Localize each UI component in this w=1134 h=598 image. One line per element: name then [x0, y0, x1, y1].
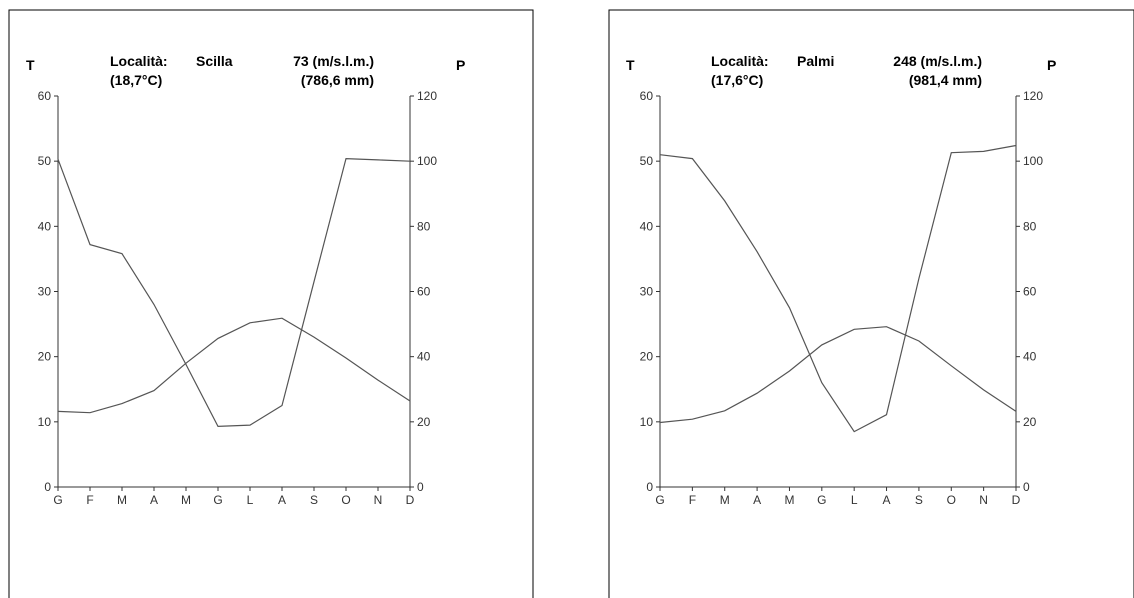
precipitation-series-line	[659, 144, 1017, 433]
right-tick-label: 20	[1023, 415, 1037, 429]
month-label: S	[310, 493, 318, 507]
month-label: A	[150, 493, 158, 507]
chart-frame	[8, 9, 534, 598]
total-precipitation-label: (981,4 mm)	[909, 72, 982, 88]
month-label: A	[278, 493, 286, 507]
right-tick-label: 60	[417, 285, 431, 299]
right-tick-label: 80	[1023, 219, 1037, 233]
left-tick-label: 20	[640, 350, 654, 364]
left-tick-label: 50	[38, 154, 52, 168]
month-label: M	[720, 493, 730, 507]
precipitation-series-line	[57, 157, 411, 428]
month-label: O	[947, 493, 956, 507]
altitude-label: 248 (m/s.l.m.)	[893, 53, 982, 69]
right-tick-label: 80	[417, 219, 431, 233]
right-tick-label: 0	[417, 480, 424, 494]
month-label: N	[374, 493, 383, 507]
month-label: N	[979, 493, 988, 507]
month-label: A	[883, 493, 891, 507]
mean-temperature-label: (18,7°C)	[110, 72, 162, 88]
month-label: G	[817, 493, 826, 507]
temperature-series-line	[659, 326, 1017, 424]
right-tick-label: 60	[1023, 285, 1037, 299]
month-label: M	[181, 493, 191, 507]
month-label: M	[117, 493, 127, 507]
right-tick-label: 0	[1023, 480, 1030, 494]
month-label: G	[53, 493, 62, 507]
right-tick-label: 20	[417, 415, 431, 429]
right-tick-label: 120	[417, 89, 437, 103]
right-tick-label: 120	[1023, 89, 1043, 103]
month-label: G	[655, 493, 664, 507]
left-tick-label: 50	[640, 154, 654, 168]
month-label: O	[341, 493, 350, 507]
month-label: G	[213, 493, 222, 507]
left-tick-label: 60	[38, 89, 52, 103]
right-tick-label: 100	[417, 154, 437, 168]
right-tick-label: 100	[1023, 154, 1043, 168]
left-axis-title: T	[626, 57, 635, 73]
right-axis-title: P	[1047, 57, 1056, 73]
left-tick-label: 20	[38, 350, 52, 364]
left-tick-label: 60	[640, 89, 654, 103]
month-label: F	[86, 493, 93, 507]
left-tick-label: 40	[38, 219, 52, 233]
left-tick-label: 0	[44, 480, 51, 494]
left-tick-label: 30	[38, 285, 52, 299]
location-name: Scilla	[196, 53, 233, 69]
left-tick-label: 10	[640, 415, 654, 429]
location-label: Località:	[110, 53, 168, 69]
month-label: S	[915, 493, 923, 507]
month-label: D	[1012, 493, 1021, 507]
right-axis-title: P	[456, 57, 465, 73]
altitude-label: 73 (m/s.l.m.)	[293, 53, 374, 69]
left-axis-title: T	[26, 57, 35, 73]
left-tick-label: 0	[646, 480, 653, 494]
mean-temperature-label: (17,6°C)	[711, 72, 763, 88]
total-precipitation-label: (786,6 mm)	[301, 72, 374, 88]
month-label: F	[689, 493, 696, 507]
right-tick-label: 40	[417, 350, 431, 364]
right-tick-label: 40	[1023, 350, 1037, 364]
left-tick-label: 30	[640, 285, 654, 299]
month-label: M	[784, 493, 794, 507]
month-label: L	[247, 493, 254, 507]
location-label: Località:	[711, 53, 769, 69]
month-label: A	[753, 493, 761, 507]
left-tick-label: 40	[640, 219, 654, 233]
temperature-series-line	[57, 317, 411, 414]
month-label: L	[851, 493, 858, 507]
location-name: Palmi	[797, 53, 834, 69]
chart-frame	[608, 9, 1134, 598]
month-label: D	[406, 493, 415, 507]
left-tick-label: 10	[38, 415, 52, 429]
